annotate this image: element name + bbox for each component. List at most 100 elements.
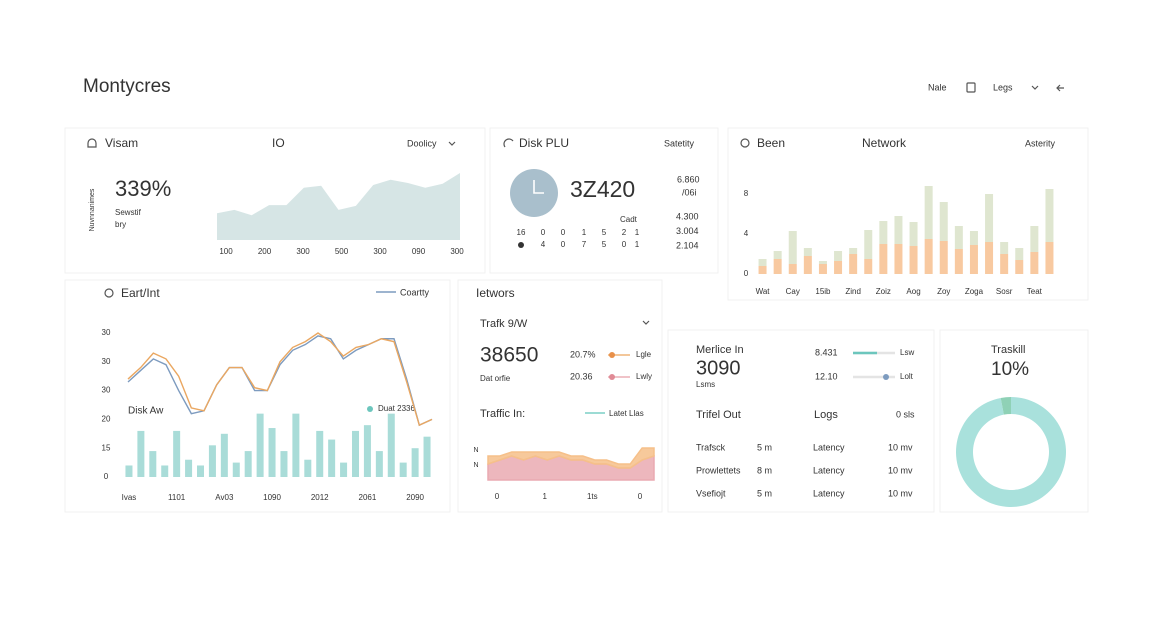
bar	[954, 226, 963, 249]
y-tick-label: 30	[102, 386, 111, 395]
area	[217, 173, 460, 240]
label: Trifel Out	[696, 409, 741, 421]
label: Network	[862, 136, 907, 150]
panel-icon	[503, 138, 514, 148]
grid-cell: 0	[541, 228, 546, 237]
bar	[894, 216, 903, 244]
label: Disk Aw	[128, 406, 164, 417]
label: Traffic In:	[480, 408, 525, 420]
bar	[909, 222, 918, 246]
calendar-icon[interactable]	[966, 82, 976, 93]
grid-cell: 1	[635, 240, 640, 249]
table-cell: Latency	[813, 442, 845, 452]
y-tick-label: 15	[102, 443, 111, 452]
label: 20.7%	[570, 349, 596, 359]
bar	[352, 430, 359, 477]
x-tick-label: Sosr	[996, 287, 1013, 296]
dropdown-chevron[interactable]	[448, 141, 456, 146]
bar	[939, 202, 948, 241]
chevron-icon[interactable]	[1031, 85, 1039, 90]
table-cell: 10 mv	[888, 465, 913, 475]
bar	[256, 413, 264, 477]
bar	[1030, 252, 1039, 274]
bar	[1045, 242, 1054, 274]
bar	[232, 462, 240, 477]
x-tick-label: Cay	[786, 287, 800, 296]
bar	[818, 264, 827, 274]
x-tick-label: Aog	[906, 287, 920, 296]
clock-hands	[533, 180, 544, 194]
y-tick-label: 20	[102, 415, 111, 424]
panel-icon	[104, 288, 114, 298]
donut-segment	[1000, 397, 1011, 415]
x-tick-label: Ivas	[122, 493, 137, 502]
bar	[375, 451, 383, 477]
control: Legs	[993, 82, 1013, 92]
x-tick-label: 100	[219, 247, 233, 256]
bar	[268, 428, 276, 477]
bar	[864, 259, 873, 274]
x-tick-label: Av03	[215, 493, 234, 502]
table-cell: Latency	[813, 488, 845, 498]
label: Dat orfie	[480, 374, 511, 383]
label: 0 sls	[896, 409, 915, 419]
table-cell: Vsefiojt	[696, 488, 726, 498]
bar	[939, 241, 948, 274]
bar	[969, 231, 978, 245]
bar	[1015, 248, 1024, 260]
x-tick-label: 2061	[359, 493, 377, 502]
bar	[894, 244, 903, 274]
back-icon[interactable]	[1056, 84, 1064, 92]
y-tick-label: 0	[744, 269, 749, 278]
bar	[185, 459, 193, 477]
x-tick-label: Zoga	[965, 287, 984, 296]
big-value: 38650	[480, 344, 538, 367]
grid-cell: 16	[517, 228, 526, 237]
slider-knob[interactable]	[609, 352, 615, 358]
table-cell: Trafsck	[696, 442, 726, 452]
label: 12.10	[815, 371, 838, 381]
bar	[1030, 226, 1039, 252]
bar	[399, 462, 407, 477]
bar	[220, 433, 228, 477]
table-cell: Prowlettets	[696, 465, 741, 475]
panel-icon	[740, 138, 750, 148]
table-cell: 10 mv	[888, 488, 913, 498]
label: /06i	[682, 187, 697, 197]
x-tick-label: 2090	[406, 493, 424, 502]
bar	[1000, 242, 1009, 254]
bar	[985, 194, 994, 242]
panel-icon	[87, 138, 97, 148]
x-tick-label: 090	[412, 247, 426, 256]
grid-cell: 5	[602, 240, 607, 249]
load-card	[64, 279, 451, 513]
selector-chevron[interactable]	[642, 320, 650, 325]
bar	[244, 451, 252, 477]
bar	[969, 245, 978, 274]
label: Lsms	[696, 380, 715, 389]
y-tick-label: 0	[104, 472, 109, 481]
x-tick-label: 300	[373, 247, 387, 256]
y-tick-label: 4	[744, 229, 749, 238]
bar	[149, 451, 157, 477]
big-value: 3Z420	[570, 176, 635, 202]
slider-knob[interactable]	[883, 374, 889, 380]
donut-card	[939, 329, 1089, 513]
x-tick-label: 1ts	[587, 492, 598, 501]
bar	[864, 230, 873, 259]
page-title: Montycres	[83, 76, 171, 97]
stat: 2.104	[676, 240, 699, 250]
label: IO	[272, 136, 285, 150]
bar	[316, 430, 324, 477]
x-tick-label: 1	[542, 492, 547, 501]
bar	[304, 459, 312, 477]
slider-knob[interactable]	[609, 374, 615, 380]
line	[127, 332, 433, 427]
y-tick-label: 30	[102, 328, 111, 337]
label: bry	[115, 220, 126, 229]
bar	[879, 244, 888, 274]
table-cell: 10 mv	[888, 442, 913, 452]
label: Lgle	[636, 350, 652, 359]
